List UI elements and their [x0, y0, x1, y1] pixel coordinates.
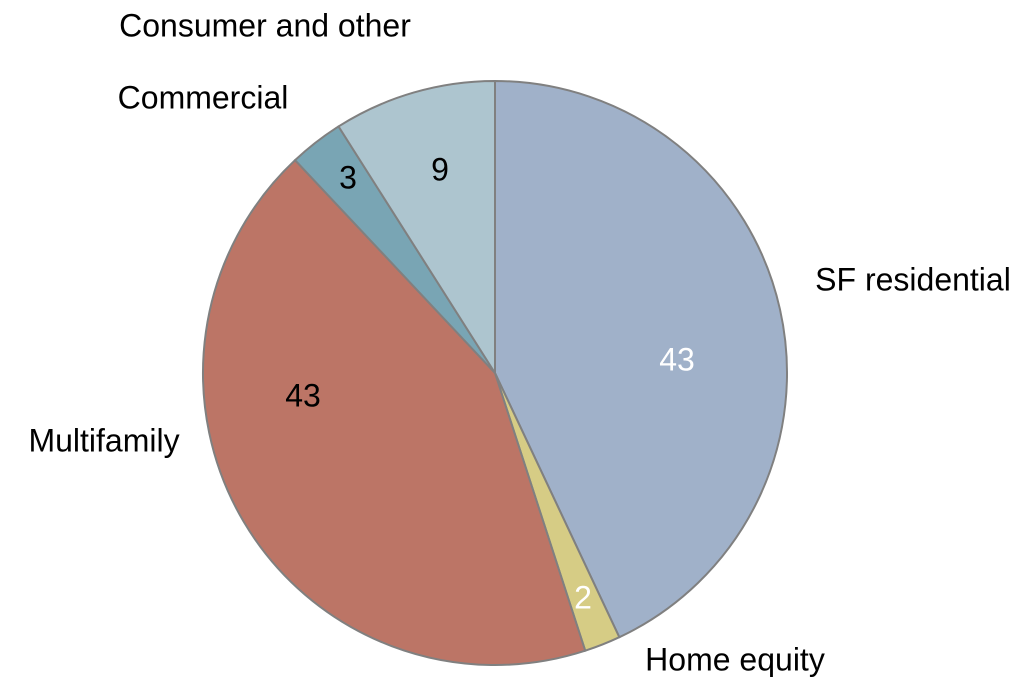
value-label: 9 [431, 151, 449, 187]
value-label: 43 [285, 377, 321, 413]
category-label: Multifamily [28, 422, 179, 458]
category-label: Consumer and other [119, 7, 411, 43]
pie-slice [202, 158, 587, 666]
category-label: Home equity [645, 641, 825, 677]
value-label: 2 [574, 579, 592, 615]
value-label: 3 [339, 159, 357, 195]
category-label: SF residential [815, 261, 1011, 297]
pie-slice [494, 79, 788, 639]
value-label: 43 [659, 341, 695, 377]
pie-slice [337, 79, 496, 377]
category-label: Commercial [118, 79, 289, 115]
